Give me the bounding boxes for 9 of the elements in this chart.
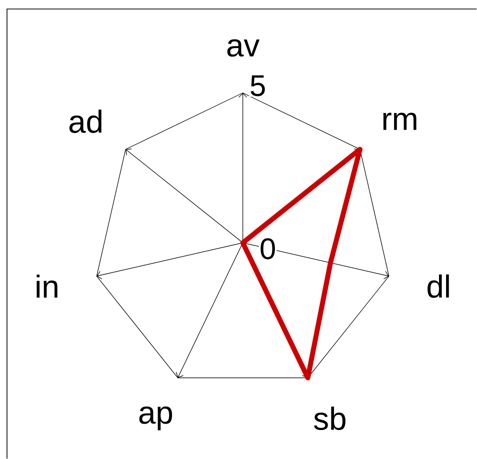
spoke-label: in [36, 274, 58, 298]
spoke-label: ap [139, 406, 172, 430]
spoke-label: ad [69, 110, 102, 133]
y-tick-label: 0 [260, 238, 275, 260]
spoke-label: av [227, 39, 260, 57]
y-tick-label: 5 [250, 75, 265, 96]
spoke-label: sb [314, 406, 346, 430]
spoke-label: dl [428, 274, 449, 298]
spoke-label: rm [383, 112, 416, 130]
